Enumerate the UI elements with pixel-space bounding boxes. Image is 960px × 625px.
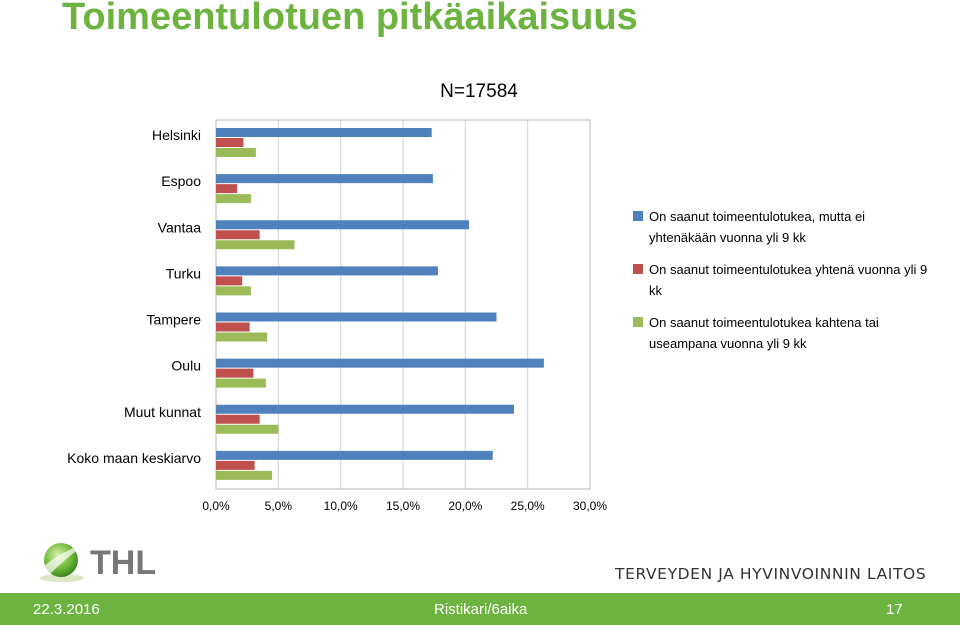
bars	[216, 128, 544, 480]
x-tick-label: 15,0%	[386, 499, 420, 513]
bar-3-helsinki	[216, 148, 256, 157]
bar-3-oulu	[216, 378, 266, 388]
category-label: Koko maan keskiarvo	[67, 450, 201, 466]
bar-1-muut-kunnat	[216, 404, 514, 414]
x-tick-label: 25,0%	[511, 499, 545, 513]
logo-text: THL	[90, 544, 156, 582]
chart-title: N=17584	[440, 81, 518, 102]
page-number: 17	[886, 601, 903, 618]
chart-legend: On saanut toimeentulotukea, mutta ei yht…	[633, 206, 933, 365]
bar-1-helsinki	[216, 128, 432, 137]
legend-item: On saanut toimeentulotukea yhtenä vuonna…	[633, 259, 933, 301]
category-label: Turku	[166, 265, 201, 281]
institute-name: TERVEYDEN JA HYVINVOINNIN LAITOS	[615, 565, 927, 583]
bar-3-espoo	[216, 194, 251, 204]
x-tick-label: 20,0%	[448, 499, 482, 513]
bar-1-turku	[216, 266, 438, 276]
bar-1-espoo	[216, 174, 433, 184]
bar-3-muut-kunnat	[216, 424, 279, 434]
bar-chart: Helsinki Espoo Vantaa Turku Tampere Oulu Muut …	[67, 81, 607, 513]
bar-3-turku	[216, 286, 251, 296]
bar-2-espoo	[216, 184, 238, 194]
legend-swatch-red	[633, 264, 643, 274]
logo-shadow	[40, 574, 84, 582]
thl-logo: THL	[40, 543, 156, 582]
bar-1-koko-maan-keskiarvo	[216, 450, 493, 460]
bar-2-muut-kunnat	[216, 414, 260, 424]
legend-swatch-blue	[633, 211, 643, 221]
legend-item: On saanut toimeentulotukea kahtena tai u…	[633, 312, 933, 354]
legend-label: On saanut toimeentulotukea, mutta ei yht…	[649, 209, 866, 245]
bar-3-tampere	[216, 332, 268, 342]
category-label: Vantaa	[158, 219, 202, 235]
legend-item: On saanut toimeentulotukea, mutta ei yht…	[633, 206, 933, 248]
legend-label: On saanut toimeentulotukea yhtenä vuonna…	[649, 262, 928, 298]
bar-1-oulu	[216, 358, 544, 368]
bar-2-oulu	[216, 368, 254, 378]
footer-bar: 22.3.2016 Ristikari/6aika 17	[0, 593, 960, 625]
category-label: Tampere	[147, 312, 202, 328]
bar-1-vantaa	[216, 220, 470, 230]
x-tick-label: 0,0%	[202, 499, 230, 513]
logo-swoosh-icon	[42, 544, 86, 574]
legend-label: On saanut toimeentulotukea kahtena tai u…	[649, 315, 879, 351]
bar-2-vantaa	[216, 230, 260, 240]
bar-2-koko-maan-keskiarvo	[216, 460, 255, 470]
category-label: Oulu	[171, 358, 201, 374]
x-tick-label: 5,0%	[265, 499, 293, 513]
category-label: Helsinki	[152, 127, 201, 143]
bar-3-koko-maan-keskiarvo	[216, 470, 273, 480]
category-label: Muut kunnat	[124, 404, 201, 420]
footer-author: Ristikari/6aika	[434, 601, 528, 618]
bar-3-vantaa	[216, 240, 295, 250]
bar-2-helsinki	[216, 138, 244, 147]
x-tick-labels: 0,0% 5,0% 10,0% 15,0% 20,0% 25,0% 30,0%	[202, 499, 607, 513]
bar-2-tampere	[216, 322, 250, 332]
category-labels: Helsinki Espoo Vantaa Turku Tampere Oulu Muut …	[67, 127, 201, 466]
x-tick-label: 30,0%	[573, 499, 607, 513]
bar-2-turku	[216, 276, 243, 286]
slide-title: Toimeentulotuen pitkäaikaisuus	[62, 0, 638, 38]
x-tick-label: 10,0%	[324, 499, 358, 513]
footer-date: 22.3.2016	[33, 601, 100, 618]
bar-1-tampere	[216, 312, 497, 322]
plot-area-border	[215, 119, 591, 490]
legend-swatch-green	[633, 317, 643, 327]
category-label: Espoo	[161, 173, 201, 189]
